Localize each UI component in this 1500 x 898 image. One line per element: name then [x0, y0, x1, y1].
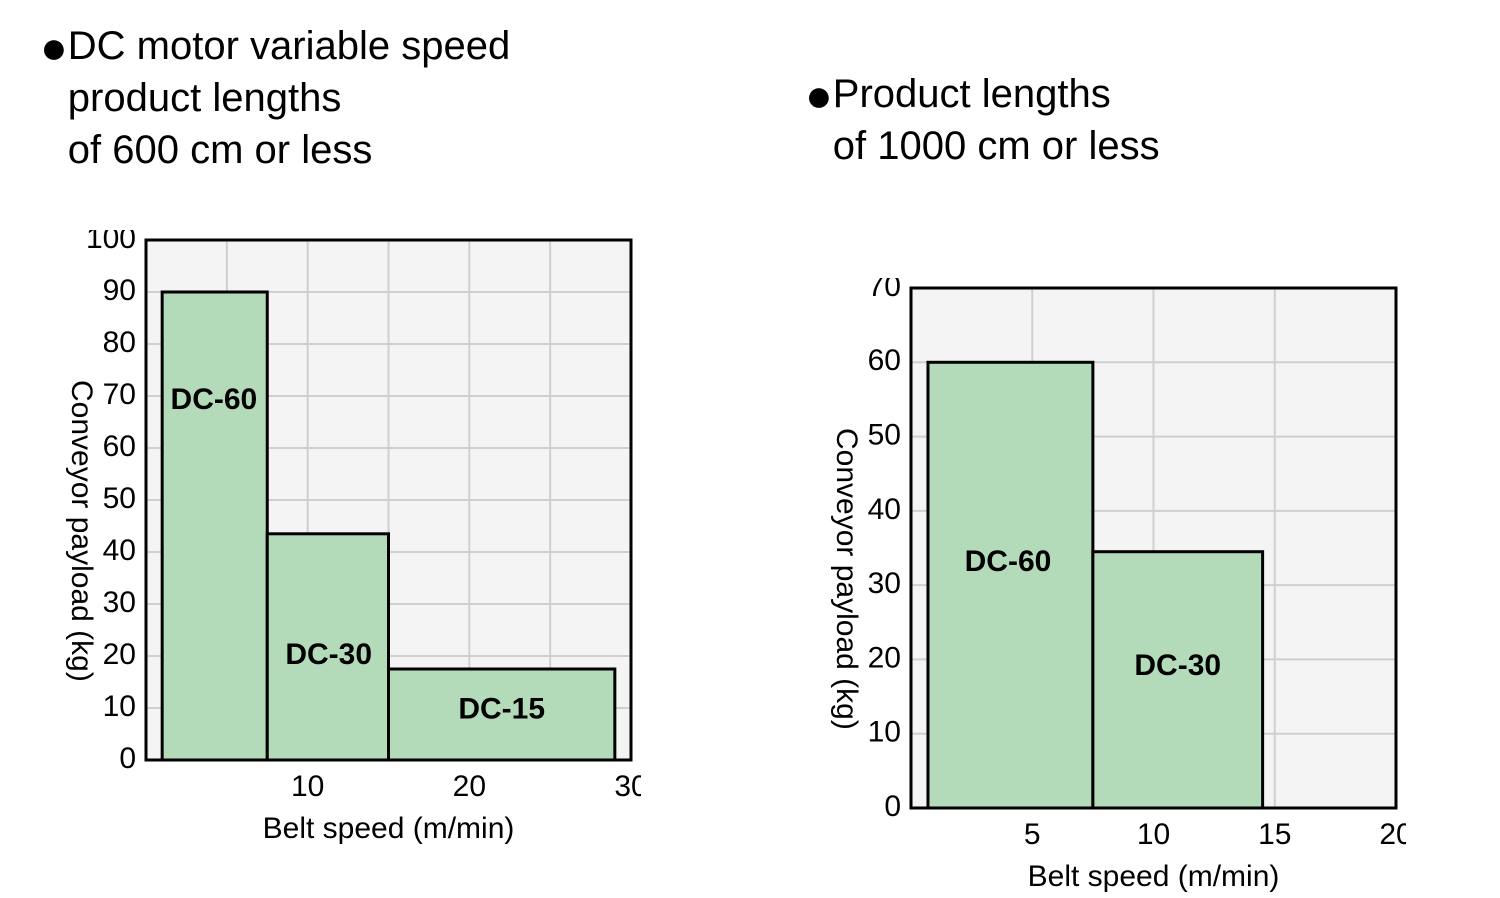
y-tick-label: 80	[103, 326, 136, 359]
bar-label: DC-15	[458, 693, 545, 726]
y-tick-label: 20	[868, 641, 901, 674]
y-tick-label: 50	[103, 482, 136, 515]
chart-svg: DC-60 DC-30 DC-15 10 20 30 0 10 20 30 40 50 60 70 80 90…	[46, 230, 641, 850]
chart-svg: DC-60 DC-30 5 10 15 20 0 10 20 30 40 50 60 70 Belt spe…	[811, 278, 1406, 898]
x-tick-label: 10	[1137, 818, 1170, 851]
x-tick-label: 10	[291, 770, 324, 803]
y-tick-label: 60	[868, 344, 901, 377]
y-tick-label: 0	[884, 790, 901, 823]
y-tick-label: 10	[103, 690, 136, 723]
chart-title-text-1: DC motor variable speed product lengths …	[68, 20, 510, 176]
bullet-icon: ●	[40, 20, 68, 70]
bullet-icon: ●	[805, 68, 833, 118]
chart-title-text-2: Product lengths of 1000 cm or less	[833, 68, 1160, 172]
chart-title-1: ● DC motor variable speed product length…	[40, 20, 695, 190]
chart-1: DC-60 DC-30 DC-15 10 20 30 0 10 20 30 40 50 60 70 80 90…	[46, 230, 695, 850]
y-tick-label: 30	[868, 567, 901, 600]
y-tick-label: 90	[103, 274, 136, 307]
y-tick-label: 50	[868, 418, 901, 451]
y-tick-label: 10	[868, 716, 901, 749]
y-tick-label: 30	[103, 586, 136, 619]
bar-label: DC-60	[965, 545, 1052, 578]
chart-panel-1: ● DC motor variable speed product length…	[40, 20, 695, 845]
page: ● DC motor variable speed product length…	[0, 0, 1500, 885]
bar-label: DC-60	[171, 383, 258, 416]
y-tick-label: 70	[868, 278, 901, 303]
y-tick-label: 0	[119, 742, 136, 775]
x-tick-label: 30	[614, 770, 641, 803]
bar-dc-60	[162, 292, 267, 760]
y-tick-label: 100	[86, 230, 136, 255]
x-axis-label: Belt speed (m/min)	[1028, 860, 1280, 893]
y-tick-label: 60	[103, 430, 136, 463]
x-tick-label: 20	[453, 770, 486, 803]
bar-label: DC-30	[1134, 649, 1221, 682]
x-tick-label: 20	[1379, 818, 1406, 851]
x-tick-label: 5	[1024, 818, 1041, 851]
y-tick-label: 70	[103, 378, 136, 411]
x-axis-label: Belt speed (m/min)	[263, 812, 515, 845]
bar-label: DC-30	[285, 638, 372, 671]
bar-dc-60	[928, 362, 1093, 808]
chart-title-2: ● Product lengths of 1000 cm or less	[805, 20, 1460, 238]
x-tick-label: 15	[1258, 818, 1291, 851]
y-axis-label: Conveyor payload (kg)	[830, 428, 863, 730]
chart-panel-2: ● Product lengths of 1000 cm or less DC-…	[805, 20, 1460, 845]
y-tick-label: 40	[868, 493, 901, 526]
y-tick-label: 40	[103, 534, 136, 567]
y-tick-label: 20	[103, 638, 136, 671]
y-axis-label: Conveyor payload (kg)	[65, 380, 98, 682]
chart-2: DC-60 DC-30 5 10 15 20 0 10 20 30 40 50 60 70 Belt spe…	[811, 278, 1460, 898]
